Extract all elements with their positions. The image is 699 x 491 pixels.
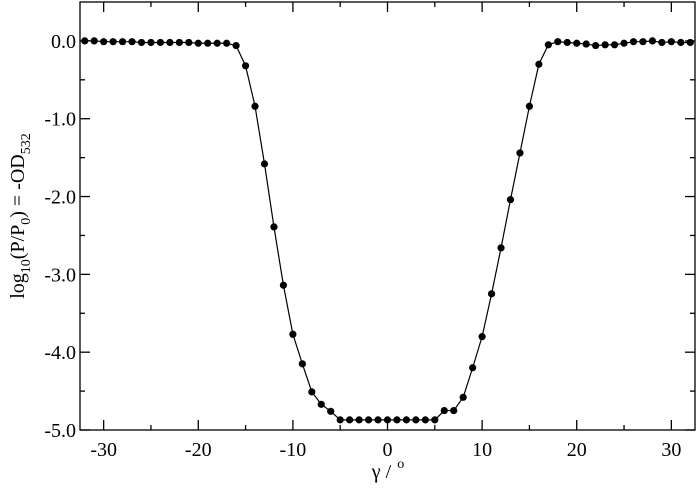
plot-frame — [79, 1, 696, 431]
data-point — [582, 40, 590, 48]
data-point — [573, 39, 581, 47]
data-point — [677, 38, 685, 47]
x-label-part: o — [397, 457, 404, 472]
data-point — [355, 416, 363, 424]
data-point — [459, 393, 467, 401]
data-point — [450, 406, 458, 415]
data-point — [194, 39, 202, 47]
series-line — [84, 40, 691, 421]
data-point — [128, 38, 136, 46]
data-point — [525, 102, 534, 110]
data-point — [393, 416, 401, 424]
data-point — [251, 102, 259, 110]
data-point — [610, 41, 619, 49]
y-tick-label: -1.0 — [44, 109, 76, 131]
y-tick-label: -2.0 — [44, 187, 76, 209]
data-point — [554, 38, 562, 46]
data-point — [469, 364, 477, 372]
data-point — [487, 290, 496, 298]
x-tick-label: -30 — [90, 439, 117, 461]
data-point — [346, 416, 354, 424]
data-point — [109, 38, 117, 46]
y-axis-label: log10(P/P0) = -OD532 — [7, 133, 34, 299]
data-point — [639, 38, 647, 46]
x-tick-label: 30 — [661, 439, 681, 461]
y-label-part: 532 — [19, 133, 34, 154]
y-tick-label: -3.0 — [44, 264, 76, 286]
x-axis-label: γ / o — [371, 457, 404, 483]
y-label-part: log — [7, 273, 29, 299]
data-point — [497, 244, 505, 252]
y-label-part: 10 — [19, 259, 34, 273]
data-point — [563, 38, 571, 47]
data-point — [241, 62, 250, 70]
data-point — [383, 416, 392, 424]
y-label-part: (P/P — [7, 225, 29, 259]
data-point — [620, 39, 628, 47]
data-point — [686, 38, 694, 47]
data-point — [629, 38, 638, 46]
x-label-part: γ / — [371, 461, 392, 483]
data-point — [137, 38, 146, 47]
data-point — [658, 38, 666, 47]
data-point — [440, 406, 448, 415]
x-tick-label: 0 — [383, 439, 393, 461]
y-label-part: ) = -OD — [7, 154, 29, 218]
data-point — [544, 41, 552, 49]
data-point — [298, 360, 306, 368]
data-point — [317, 400, 325, 408]
data-point — [118, 38, 127, 46]
data-point — [279, 281, 288, 289]
data-point — [667, 38, 675, 46]
y-label-part: 0 — [19, 218, 34, 225]
data-point — [204, 39, 212, 47]
data-point — [270, 223, 278, 231]
data-point — [592, 41, 600, 50]
data-point — [308, 388, 316, 396]
x-tick-label: -20 — [185, 439, 212, 461]
y-tick-label: 0.0 — [51, 31, 76, 53]
data-point — [412, 416, 420, 424]
data-point — [535, 60, 543, 68]
data-point — [327, 407, 335, 415]
data-point — [478, 333, 486, 341]
data-point — [185, 38, 193, 47]
x-tick-label: 20 — [567, 439, 587, 461]
data-point — [213, 39, 221, 47]
data-point — [166, 38, 174, 47]
data-point — [81, 37, 89, 45]
data-point — [364, 416, 373, 424]
y-tick-label: -5.0 — [44, 420, 76, 442]
data-point — [336, 416, 344, 424]
data-point — [289, 330, 297, 338]
y-tick-label: -4.0 — [44, 342, 76, 364]
data-point — [156, 38, 165, 47]
data-point — [223, 39, 231, 47]
data-point — [516, 149, 524, 157]
x-tick-label: 10 — [472, 439, 492, 461]
data-point — [421, 416, 429, 424]
data-point — [90, 37, 98, 45]
data-point — [648, 37, 657, 45]
data-point — [374, 416, 382, 424]
data-point — [175, 38, 183, 47]
x-tick-label: -10 — [280, 439, 307, 461]
data-point — [506, 196, 515, 204]
data-point — [260, 160, 269, 168]
data-point — [601, 41, 609, 49]
data-point — [431, 416, 439, 424]
data-point — [147, 38, 155, 47]
data-point — [100, 38, 108, 46]
data-point — [402, 416, 411, 424]
data-point — [232, 41, 240, 50]
